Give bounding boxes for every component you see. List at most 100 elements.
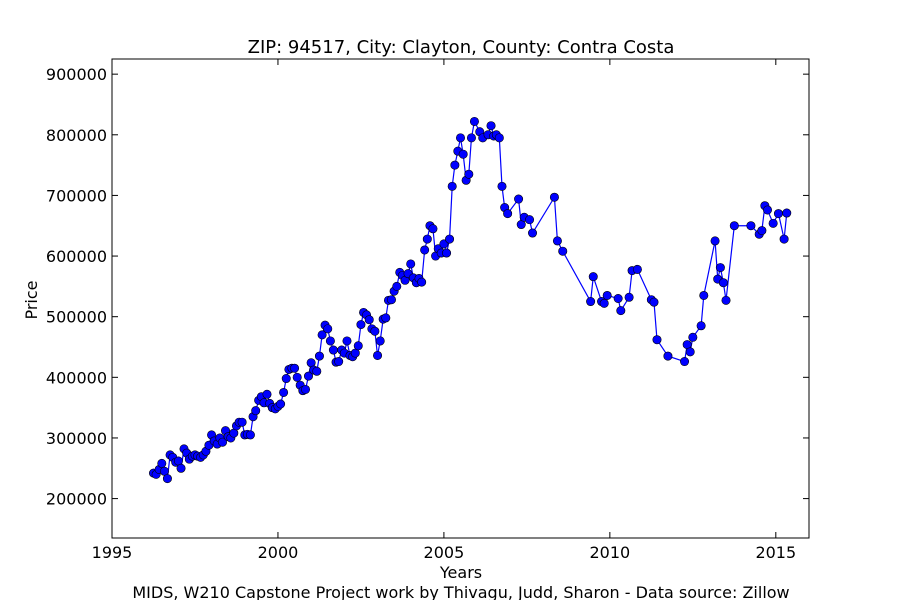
data-point [392,281,402,291]
data-point [688,332,698,342]
data-point [782,208,792,218]
data-point [525,215,535,225]
data-point [290,363,300,373]
y-tick-label: 400000 [46,368,107,387]
data-point [514,194,524,204]
chart-title: ZIP: 94517, City: Clayton, County: Contr… [248,37,675,58]
data-point [381,313,391,323]
x-tick-label: 2015 [755,543,796,562]
y-tick-label: 600000 [46,247,107,266]
data-point [602,290,612,300]
data-point [599,298,609,308]
data-point [353,341,363,351]
data-point [428,224,438,234]
y-tick-label: 900000 [46,65,107,84]
plot-area: 1995 2000 2005 2010 2015 200000 300000 400000 50… [46,58,810,562]
data-point [176,463,186,473]
data-point [649,297,659,307]
x-tick-label: 1995 [92,543,133,562]
x-tick-label: 2000 [258,543,299,562]
data-point [279,387,289,397]
y-tick-label: 700000 [46,186,107,205]
y-tick-label: 300000 [46,429,107,448]
data-point [680,357,690,367]
data-point [773,209,783,219]
data-point [386,295,396,305]
data-point [276,399,286,409]
tick-layer: 1995 2000 2005 2010 2015 200000 300000 400000 50… [46,59,809,562]
data-point [494,133,504,143]
y-tick-label: 800000 [46,126,107,145]
data-point [300,384,310,394]
data-point [251,406,261,416]
data-point [317,330,327,340]
data-point [466,133,476,143]
data-point [718,278,728,288]
data-point [420,245,430,255]
data-point [613,293,623,303]
data-point [696,321,706,331]
data-point [549,192,559,202]
data-point [375,336,385,346]
data-point [292,372,302,382]
data-point [262,389,272,399]
x-tick-label: 2005 [424,543,465,562]
data-point [237,417,247,427]
data-point [334,357,344,367]
data-point [464,169,474,179]
data-point [312,366,322,376]
data-point [632,264,642,274]
plot-frame [111,58,810,539]
data-point [406,259,416,269]
data-point [422,234,432,244]
footer-credit: MIDS, W210 Capstone Project work by Thiv… [132,583,789,600]
data-point [281,374,291,384]
data-point [364,315,374,325]
y-axis-label: Price [22,280,41,319]
data-point [779,234,789,244]
data-point [218,437,228,447]
data-point [715,263,725,273]
data-point [729,221,739,231]
data-point [710,236,720,246]
data-point [370,326,380,336]
data-point [455,133,465,143]
data-point [616,306,626,316]
data-point [417,277,427,287]
data-point [325,336,335,346]
data-point [586,297,596,307]
data-point [469,116,479,126]
data-point [245,430,255,440]
x-axis-label: Years [439,563,482,582]
data-point [373,350,383,360]
data-point [552,236,562,246]
x-tick-label: 2010 [589,543,630,562]
data-point [303,371,313,381]
data-point [162,474,172,484]
data-point [314,351,324,361]
data-point [447,181,457,191]
data-point [442,248,452,258]
series-layer [148,116,792,484]
data-point [497,181,507,191]
data-point [721,295,731,305]
data-point [663,351,673,361]
data-point [624,292,634,302]
data-point [342,336,352,346]
data-point [588,272,598,282]
data-point [486,121,496,131]
data-point [157,458,167,468]
data-point [323,324,333,334]
data-point [450,160,460,170]
data-point [528,228,538,238]
data-point [652,335,662,345]
data-point [768,218,778,228]
data-point [558,246,568,256]
data-point [445,234,455,244]
data-point [763,205,773,215]
data-point [458,149,468,159]
y-tick-label: 500000 [46,308,107,327]
data-point [746,221,756,231]
